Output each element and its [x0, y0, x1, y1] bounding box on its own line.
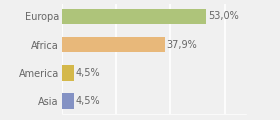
Text: 37,9%: 37,9%	[167, 40, 197, 50]
Text: 53,0%: 53,0%	[208, 11, 239, 21]
Bar	[62, 93, 74, 109]
Bar	[62, 9, 206, 24]
Text: 4,5%: 4,5%	[76, 68, 101, 78]
Bar	[62, 65, 74, 81]
Bar	[62, 37, 165, 52]
Text: 4,5%: 4,5%	[76, 96, 101, 106]
